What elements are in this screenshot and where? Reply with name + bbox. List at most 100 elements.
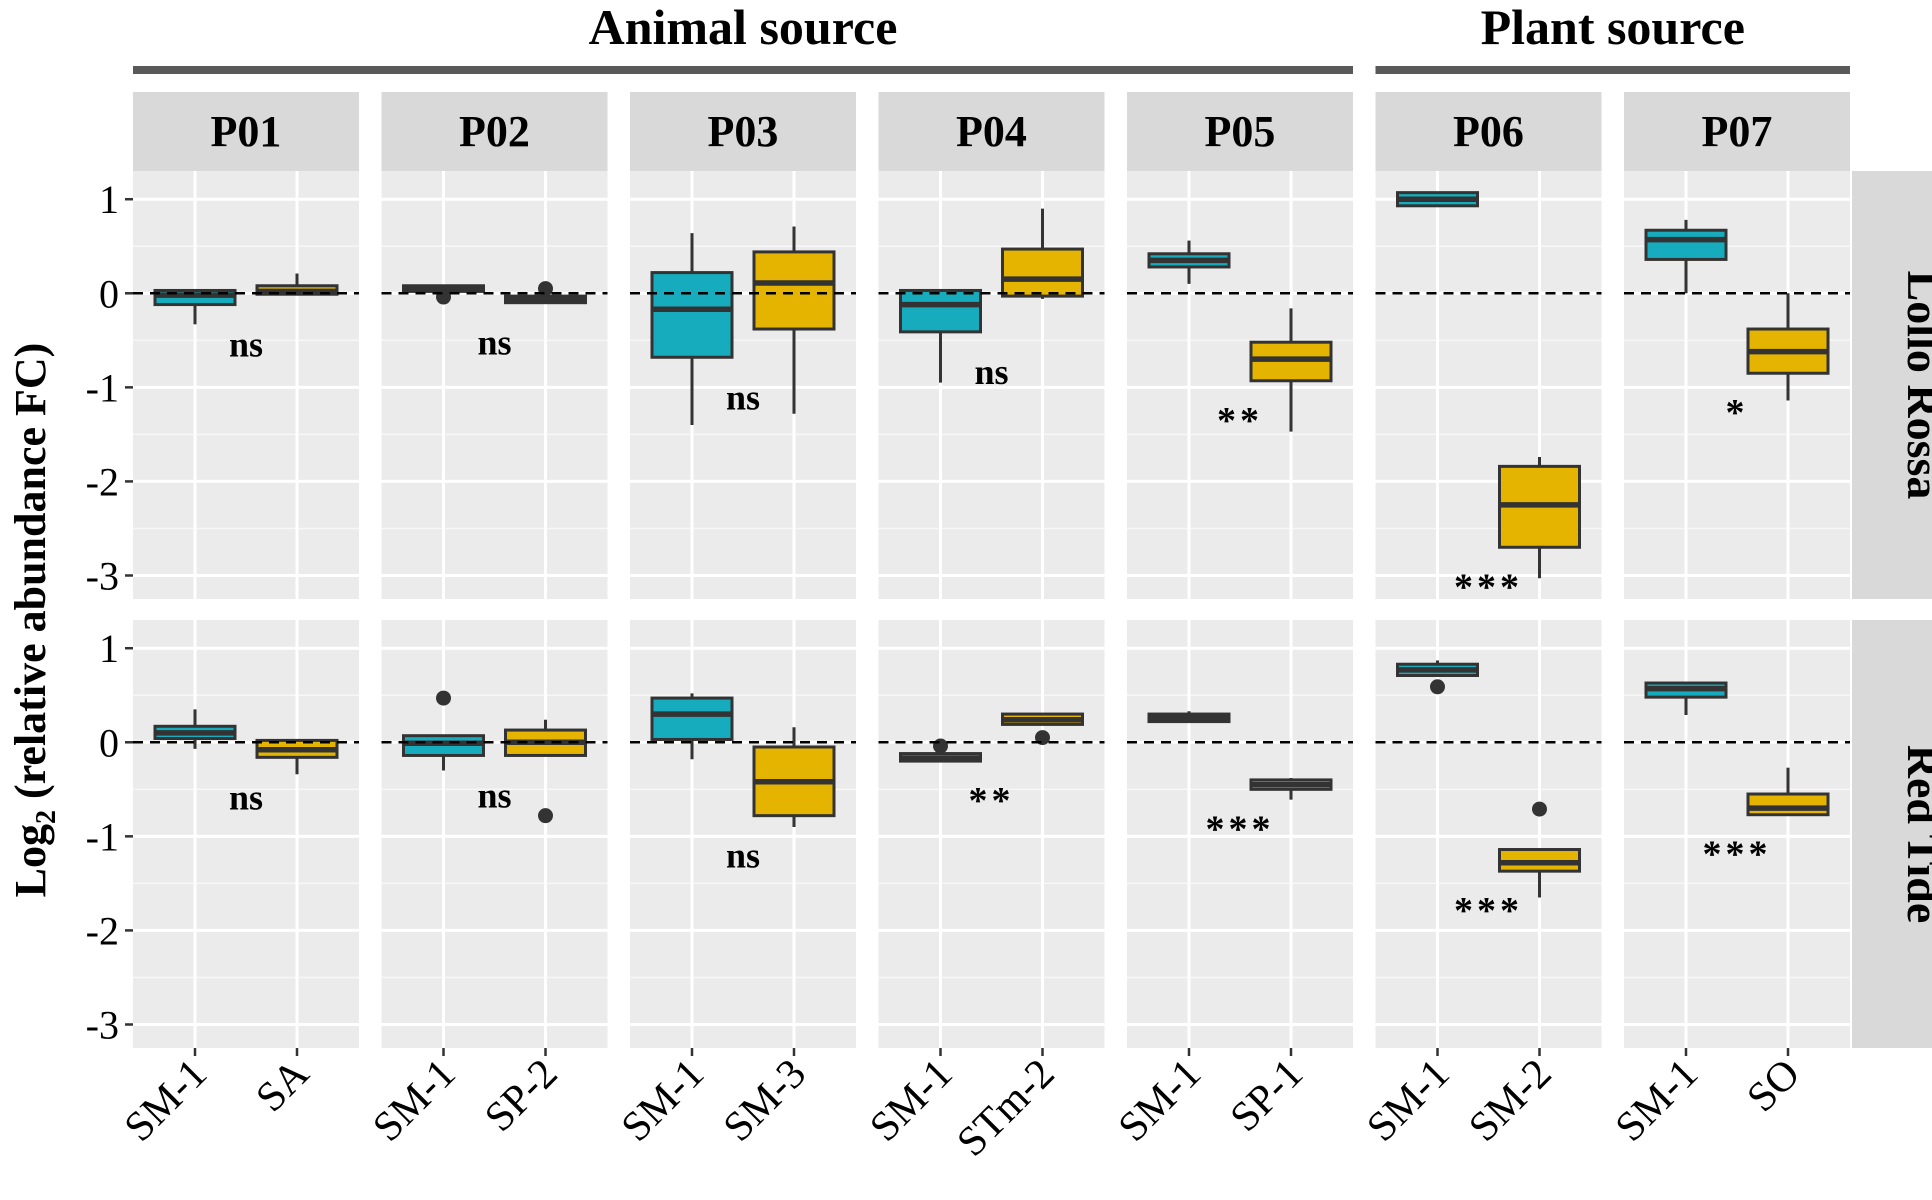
significance-label: ns	[974, 352, 1008, 392]
box-P03-SM-1	[650, 271, 734, 359]
outlier-point	[436, 690, 451, 706]
box-P07-SM-1	[1644, 228, 1728, 261]
box-P03-SM-1	[650, 696, 734, 741]
group-bar-2	[1375, 66, 1850, 74]
significance-label: *	[1726, 392, 1749, 434]
outlier-point	[1532, 801, 1547, 817]
panel-P05-row-1: **	[1127, 171, 1353, 599]
panel-background	[1127, 620, 1353, 1048]
box-P04-SM-1	[899, 288, 982, 334]
x-tick-label: SM-1	[364, 1051, 464, 1151]
panel-strip-P01	[133, 92, 359, 171]
panel-background	[381, 620, 608, 1048]
y-tick-label: 0	[99, 720, 119, 765]
panel-P04-row-1: ns	[878, 171, 1105, 599]
panel-P01-row-1: ns	[133, 171, 359, 599]
x-tick-label: SP-1	[1222, 1051, 1312, 1141]
panel-background	[630, 171, 856, 599]
x-tick-label: SA	[248, 1050, 319, 1121]
x-tick-label: STm-2	[949, 1051, 1064, 1166]
y-axis-title-subscript: 2	[31, 810, 62, 824]
significance-label: **	[969, 780, 1015, 822]
panel-strip-P07	[1624, 92, 1850, 171]
x-tick-label: SM-1	[861, 1051, 961, 1151]
panel-strip-P04	[878, 92, 1105, 171]
panel-P03-row-2: ns	[630, 620, 856, 1048]
significance-label: ns	[229, 325, 263, 365]
panel-background	[133, 171, 359, 599]
outlier-point	[538, 808, 553, 824]
box-P03-SM-3	[752, 250, 836, 331]
panel-P04-row-2: **	[878, 620, 1105, 1048]
x-tick-label: SM-1	[116, 1051, 216, 1151]
y-tick-label: 1	[99, 626, 119, 671]
panel-background	[878, 620, 1105, 1048]
row-strip-1	[1852, 171, 1932, 599]
panel-P02-row-2: ns	[381, 620, 608, 1048]
y-tick-label: -2	[86, 459, 119, 504]
panel-background	[630, 620, 856, 1048]
panel-strip-P05	[1127, 92, 1353, 171]
row-label-2: Red Tide	[1898, 745, 1932, 924]
panel-background	[133, 620, 359, 1048]
panel-P05-row-2: ***	[1127, 620, 1353, 1048]
y-axis-title-main: Log	[6, 824, 55, 897]
significance-label: ***	[1206, 808, 1275, 850]
panel-P03-row-1: ns	[630, 171, 856, 599]
panel-label-P07: P07	[1702, 107, 1773, 156]
panel-label-P04: P04	[956, 107, 1027, 156]
y-tick-label: -3	[86, 553, 119, 598]
x-tick-label: SM-2	[1460, 1051, 1560, 1151]
group-bar-1	[133, 66, 1353, 74]
row-strip-2	[1852, 620, 1932, 1048]
panel-strip-P02	[381, 92, 608, 171]
box-P07-SO	[1746, 792, 1830, 817]
panel-P02-row-1: ns	[381, 171, 608, 599]
panel-strip-P03	[630, 92, 856, 171]
x-tick-label: SM-1	[613, 1051, 713, 1151]
y-tick-label: -1	[86, 365, 119, 410]
x-tick-label: SP-2	[476, 1051, 566, 1141]
group-label-2: Plant source	[1481, 0, 1745, 55]
significance-label: **	[1217, 400, 1263, 442]
panel-background	[1127, 171, 1353, 599]
panel-background	[381, 171, 608, 599]
significance-label: ns	[726, 836, 760, 876]
y-tick-label: -3	[86, 1002, 119, 1047]
y-tick-label: 1	[99, 177, 119, 222]
row-label-1: Lollo Rossa	[1898, 271, 1932, 500]
x-tick-label: SM-3	[715, 1051, 815, 1151]
panel-P06-row-2: ***	[1375, 620, 1602, 1048]
box-P04-STm-2	[1001, 247, 1084, 298]
significance-label: ns	[229, 777, 263, 817]
panel-label-P03: P03	[708, 107, 779, 156]
x-tick-label: SM-1	[1358, 1051, 1458, 1151]
y-tick-label: -2	[86, 908, 119, 953]
significance-label: ns	[477, 775, 511, 815]
outlier-point	[933, 738, 948, 754]
significance-label: ***	[1454, 890, 1523, 932]
significance-label: ***	[1454, 566, 1523, 608]
panel-P07-row-2: ***	[1624, 620, 1850, 1048]
panel-P07-row-1: *	[1624, 171, 1850, 599]
panel-P01-row-2: ns	[133, 620, 359, 1048]
panel-label-P06: P06	[1453, 107, 1524, 156]
y-axis-title-rest: (relative abundance FC)	[6, 343, 55, 810]
outlier-point	[1430, 679, 1445, 695]
panel-P06-row-1: ***	[1375, 171, 1602, 608]
y-tick-label: 0	[99, 271, 119, 316]
significance-label: ns	[726, 377, 760, 417]
panel-background	[878, 171, 1105, 599]
panel-strip-P06	[1375, 92, 1602, 171]
panel-label-P01: P01	[211, 107, 282, 156]
x-tick-label: SO	[1739, 1051, 1810, 1122]
significance-label: ns	[477, 323, 511, 363]
y-tick-label: -1	[86, 814, 119, 859]
panel-background	[1375, 620, 1602, 1048]
significance-label: ***	[1703, 834, 1772, 876]
outlier-point	[436, 289, 451, 305]
panel-label-P02: P02	[459, 107, 530, 156]
x-tick-label: SM-1	[1607, 1051, 1707, 1151]
group-label-1: Animal source	[589, 0, 898, 55]
